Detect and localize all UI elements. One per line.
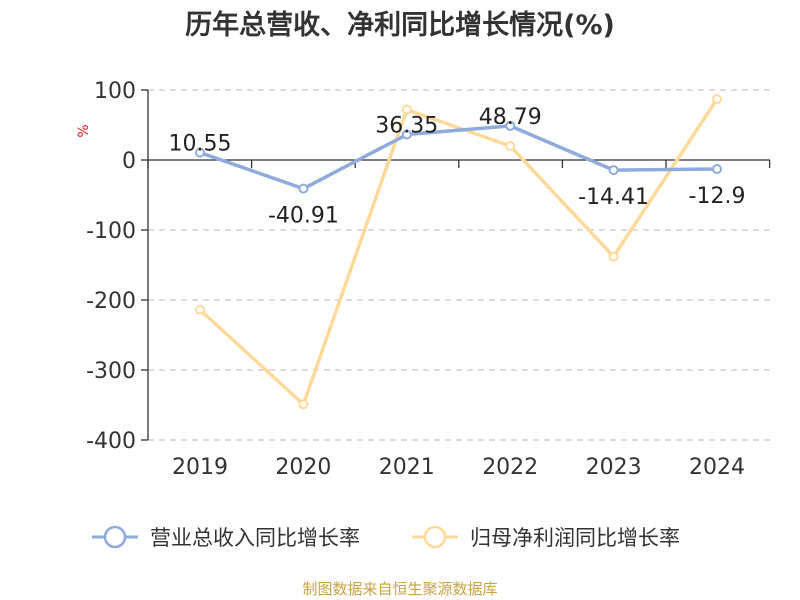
data-point <box>505 141 516 151</box>
data-point <box>298 399 309 410</box>
data-point <box>712 164 722 175</box>
data-point <box>608 165 619 176</box>
data-point <box>195 147 205 158</box>
data-label: 48.79 <box>479 105 542 130</box>
data-point <box>712 94 722 105</box>
series-line-0 <box>199 124 718 191</box>
data-labels: 10.55 -40.91 36.35 48.79 -14.41 -12.9 <box>169 105 746 229</box>
x-tick-label: 2023 <box>586 455 642 480</box>
data-point <box>608 251 619 262</box>
y-tick-label: 100 <box>94 79 136 104</box>
data-point <box>505 120 516 131</box>
x-tick-label: 2022 <box>482 455 538 480</box>
y-tick-label: -400 <box>86 429 136 454</box>
data-point <box>401 104 412 115</box>
series-lines <box>195 94 722 410</box>
data-point <box>298 183 309 194</box>
legend-marker <box>103 525 127 549</box>
data-point <box>401 129 412 140</box>
gridlines <box>148 89 770 441</box>
x-tick-label: 2019 <box>172 455 228 480</box>
x-tick-label: 2024 <box>689 455 745 480</box>
y-tick-label: 0 <box>122 149 136 174</box>
data-label: -12.9 <box>689 184 746 209</box>
y-tick-label: -200 <box>86 289 136 314</box>
data-label: -14.41 <box>578 185 649 210</box>
legend-label: 归母净利润同比增长率 <box>470 526 680 550</box>
x-tick-label: 2020 <box>275 455 331 480</box>
data-label: 10.55 <box>169 132 232 157</box>
y-tick-label: -100 <box>86 219 136 244</box>
data-label: -40.91 <box>268 204 339 229</box>
y-tick-label: -300 <box>86 359 136 384</box>
data-point <box>195 304 205 315</box>
y-axis-unit: % <box>76 124 92 137</box>
legend[interactable]: 营业总收入同比增长率 归母净利润同比增长率 <box>92 525 680 550</box>
x-tick-label: 2021 <box>379 455 435 480</box>
source-note: 制图数据来自恒生聚源数据库 <box>302 580 497 598</box>
chart-title: 历年总营收、净利同比增长情况(%) <box>185 9 615 41</box>
legend-marker <box>423 525 447 549</box>
axes: 100 0 -100 -200 -300 -400 2019 2020 2021 2022 2023… <box>86 79 771 480</box>
series-line-1 <box>198 98 719 407</box>
legend-label: 营业总收入同比增长率 <box>150 526 360 550</box>
data-label: 36.35 <box>375 114 438 139</box>
